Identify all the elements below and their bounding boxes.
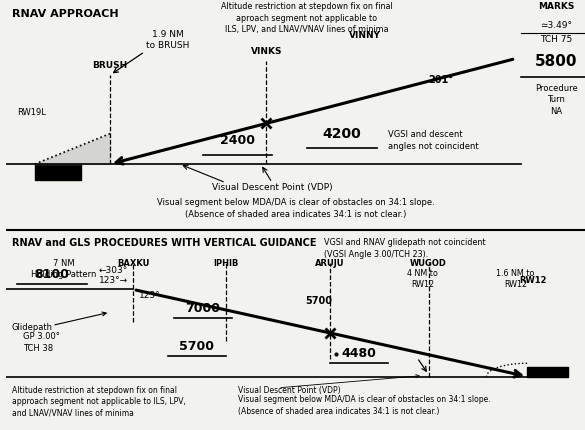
Text: ≃3.49°: ≃3.49° [540, 21, 572, 30]
Text: VINKS: VINKS [251, 47, 282, 56]
Polygon shape [35, 134, 110, 164]
Text: 5800: 5800 [535, 54, 577, 69]
Text: 201°: 201° [429, 75, 454, 85]
Text: Visual Descent Point (VDP): Visual Descent Point (VDP) [212, 183, 332, 192]
Text: BRUSH: BRUSH [92, 61, 128, 70]
Text: RNAV and GLS PROCEDURES WITH VERTICAL GUIDANCE: RNAV and GLS PROCEDURES WITH VERTICAL GU… [12, 238, 316, 249]
Text: 4480: 4480 [342, 347, 377, 360]
Text: Procedure
Turn
NA: Procedure Turn NA [535, 84, 577, 116]
Text: Visual segment below MDA/DA is clear of obstacles on 34:1 slope.
(Absence of sha: Visual segment below MDA/DA is clear of … [157, 198, 434, 219]
Text: 5700: 5700 [305, 296, 332, 306]
Text: 4 NM to
RW12: 4 NM to RW12 [407, 269, 438, 289]
Text: Glidepath: Glidepath [12, 323, 53, 332]
Text: 1.9 NM
to BRUSH: 1.9 NM to BRUSH [146, 30, 190, 50]
Text: RW19L: RW19L [18, 108, 46, 117]
Text: VGSI and descent
angles not coincident: VGSI and descent angles not coincident [388, 130, 479, 151]
Text: 5700: 5700 [180, 340, 215, 353]
Text: GP 3.00°
TCH 38: GP 3.00° TCH 38 [23, 332, 60, 353]
Text: Visual segment below MDA/DA is clear of obstacles on 34:1 slope.
(Absence of sha: Visual segment below MDA/DA is clear of … [238, 396, 490, 415]
Text: RNAV APPROACH: RNAV APPROACH [12, 9, 118, 19]
Bar [527, 367, 567, 377]
Text: BAXKU: BAXKU [117, 259, 149, 268]
Text: VINNY: VINNY [349, 31, 381, 40]
Text: MARKS: MARKS [538, 2, 574, 11]
Bar [35, 164, 81, 181]
Text: 123°: 123° [139, 291, 161, 300]
Text: VGSI and RNAV glidepath not coincident
(VGSI Angle 3.00/TCH 23).: VGSI and RNAV glidepath not coincident (… [325, 238, 486, 259]
Text: 4200: 4200 [322, 126, 361, 141]
Text: 123°→: 123°→ [98, 276, 128, 285]
Text: Altitude restriction at stepdown fix on final
aproach segment not applicable to
: Altitude restriction at stepdown fix on … [221, 2, 393, 34]
Text: 8100: 8100 [35, 268, 70, 281]
Text: RW12: RW12 [519, 276, 546, 285]
Text: ←303°: ←303° [98, 266, 128, 275]
Text: Visual Descent Point (VDP): Visual Descent Point (VDP) [238, 386, 340, 395]
Text: TCH 75: TCH 75 [540, 35, 572, 44]
Text: IPHIB: IPHIB [214, 259, 239, 268]
Text: WUGOD: WUGOD [410, 259, 447, 268]
Text: ARUJU: ARUJU [315, 259, 345, 268]
Text: 1.6 NM to
RW12: 1.6 NM to RW12 [496, 269, 535, 289]
Text: 2400: 2400 [220, 134, 255, 147]
Text: Altitude restriction at stepdown fix on final
approach segment not applicable to: Altitude restriction at stepdown fix on … [12, 386, 185, 417]
Text: 7 NM
Holding Pattern: 7 NM Holding Pattern [31, 259, 97, 280]
Text: 7000: 7000 [185, 302, 221, 315]
